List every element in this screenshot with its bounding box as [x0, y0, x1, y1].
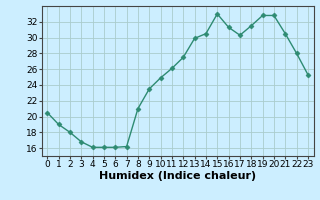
X-axis label: Humidex (Indice chaleur): Humidex (Indice chaleur) [99, 171, 256, 181]
